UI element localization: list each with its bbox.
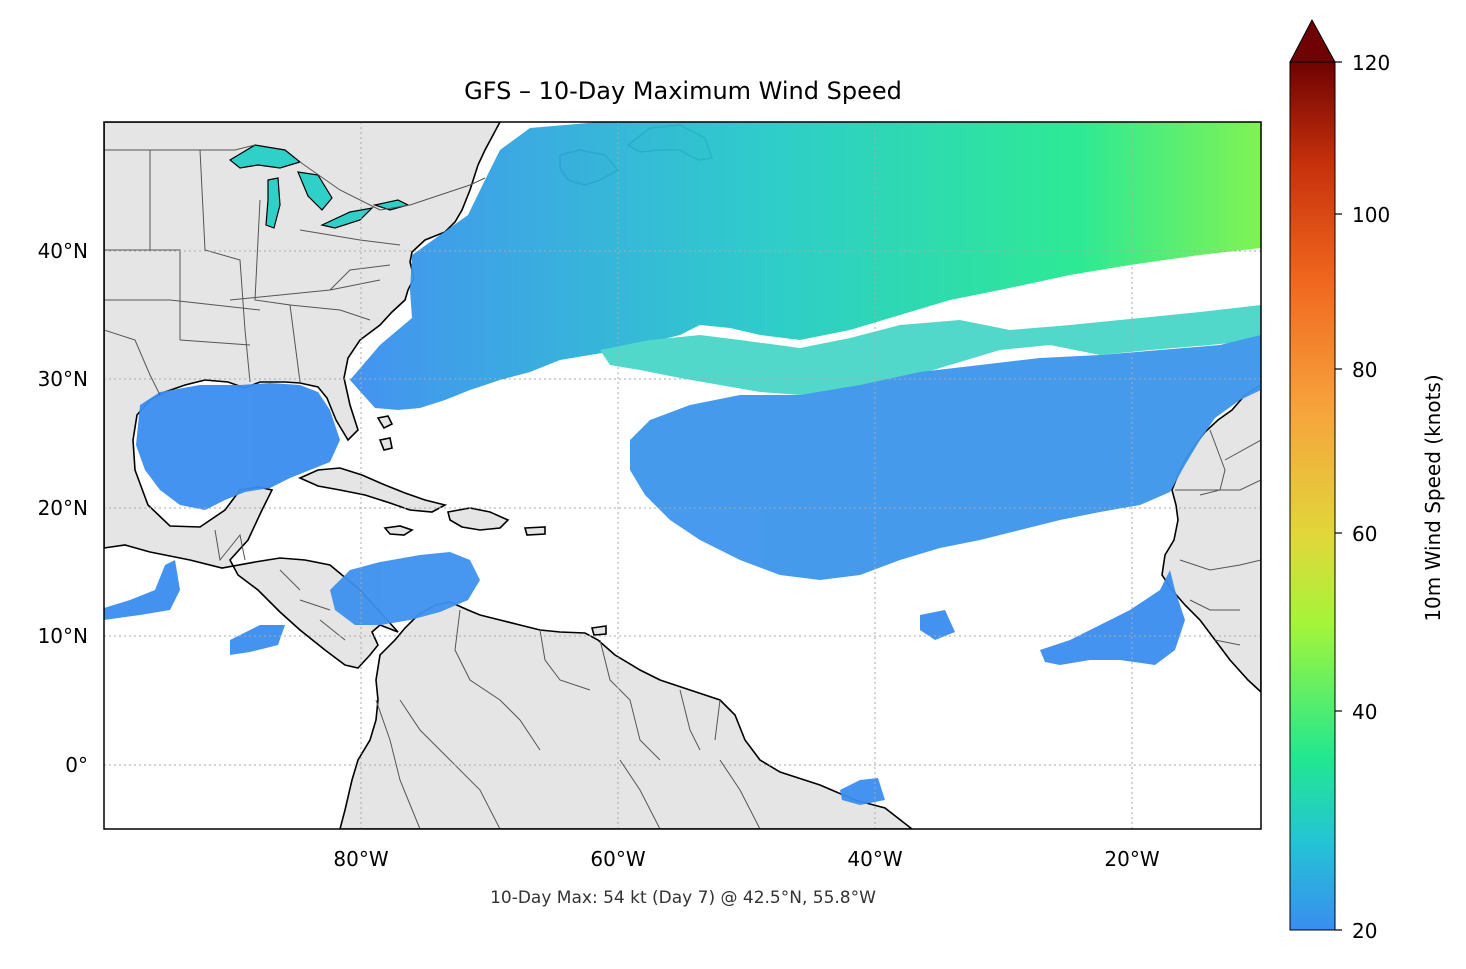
africa-borders (1175, 429, 1261, 646)
colorbar-tick-120: 120 (1352, 51, 1390, 75)
colorbar-extend-arrow (1289, 18, 1336, 63)
colorbar-gradient (1289, 61, 1336, 931)
cuba-island (298, 467, 448, 513)
colorbar: 20 40 60 80 100 120 10m Wind Speed (knot… (1289, 18, 1445, 943)
colorbar-tick-20: 20 (1352, 919, 1377, 943)
wind-field-east-pacific (104, 560, 285, 655)
great-lakes (228, 144, 410, 229)
max-wind-footnote: 10-Day Max: 54 kt (Day 7) @ 42.5°N, 55.8… (490, 888, 876, 908)
political-borders (104, 144, 1261, 829)
y-tick-0: 0° (65, 753, 88, 777)
x-tick-20w: 20°W (1104, 847, 1159, 871)
colorbar-ticks (1335, 61, 1342, 931)
map-plot-area (104, 122, 1261, 829)
hispaniola-island (447, 507, 510, 531)
colorbar-tick-80: 80 (1352, 358, 1377, 382)
lake-michigan (265, 177, 281, 229)
central-america-borders (214, 529, 346, 641)
map-frame (103, 121, 1262, 830)
mexico-us-border (104, 329, 161, 396)
florida-keys-bahamas (376, 415, 394, 451)
wind-field-subtropical-band (600, 305, 1261, 395)
colorbar-tick-40: 40 (1352, 700, 1377, 724)
y-tick-10n: 10°N (38, 624, 88, 648)
us-state-borders (104, 149, 401, 383)
lake-huron (297, 171, 333, 211)
jamaica-island (383, 525, 414, 536)
x-tick-80w: 80°W (333, 847, 388, 871)
colorbar-tick-60: 60 (1352, 522, 1377, 546)
y-tick-40n: 40°N (38, 239, 88, 263)
colorbar-tick-100: 100 (1352, 203, 1390, 227)
wind-field-gulf (136, 383, 340, 510)
wind-field-equatorial (840, 610, 955, 805)
trinidad-island (590, 625, 607, 636)
lake-superior (228, 144, 302, 169)
x-axis-ticks: 80°W 60°W 40°W 20°W (333, 847, 1159, 871)
y-axis-ticks: 40°N 30°N 20°N 10°N 0° (38, 239, 88, 777)
colorbar-label: 10m Wind Speed (knots) (1421, 374, 1445, 621)
south-america-borders (375, 609, 761, 829)
south-america-land (339, 601, 914, 829)
y-tick-30n: 30°N (38, 367, 88, 391)
chart-title: GFS – 10-Day Maximum Wind Speed (464, 77, 902, 105)
wind-field-cape-verde (1040, 570, 1185, 665)
wind-field-trade-winds (630, 335, 1261, 580)
us-canada-border (104, 144, 486, 211)
wind-field-caribbean (330, 552, 480, 625)
y-tick-20n: 20°N (38, 496, 88, 520)
lake-erie (320, 207, 374, 229)
x-tick-40w: 40°W (847, 847, 902, 871)
x-tick-60w: 60°W (590, 847, 645, 871)
puerto-rico-island (523, 526, 546, 536)
wind-field-north-atlantic (350, 122, 1261, 410)
wind-speed-field (104, 122, 1261, 805)
